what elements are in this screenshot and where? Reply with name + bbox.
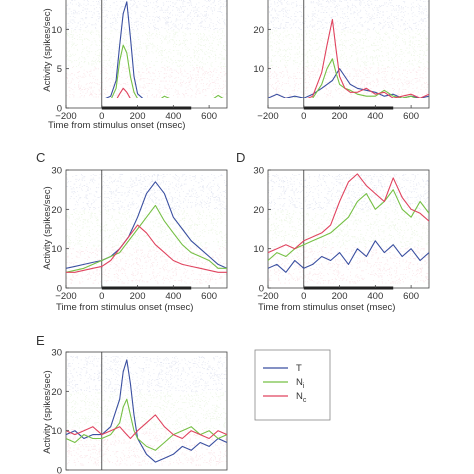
panel-2-letter: C xyxy=(36,150,45,165)
panel-2-xtick-label: −200 xyxy=(55,291,76,302)
panel-2-xlabel: Time from stimulus onset (msec) xyxy=(56,302,193,313)
panel-0-ylabel: Activity (spikes/sec) xyxy=(42,8,53,91)
panel-4-frame xyxy=(65,351,228,471)
panel-4-ylabel: Activity (spikes/sec) xyxy=(42,370,53,453)
panel-0-xtick-label: 600 xyxy=(201,111,217,122)
panel-4-series-ni xyxy=(66,398,227,451)
panel-4-letter: E xyxy=(36,333,45,348)
panel-0-series-t xyxy=(105,1,144,98)
panel-1-raster xyxy=(268,0,429,98)
legend-label-ni-main: N xyxy=(296,377,303,388)
panel-0-ytick-label: 10 xyxy=(51,25,62,36)
panel-1-xtick-label: 0 xyxy=(301,111,306,122)
panel-3-ytick-label: 30 xyxy=(253,166,264,177)
panel-2-ytick-label: 30 xyxy=(51,166,62,177)
panel-4: 0 10 20 30 Activity (spikes/sec) E xyxy=(36,333,228,474)
panel-3-xtick-label: 600 xyxy=(403,291,419,302)
panel-3-xtick-label: 0 xyxy=(301,291,306,302)
legend-label-nc: Nc xyxy=(296,391,307,404)
panel-2-ytick-label: 10 xyxy=(51,244,62,255)
legend-label-nc-sub: c xyxy=(303,397,307,404)
panel-1-series-t xyxy=(268,68,429,98)
panel-4-ytick-label: 10 xyxy=(51,426,62,437)
panel-0-xtick-label: 400 xyxy=(165,111,181,122)
panel-2-ytick-label: 0 xyxy=(57,284,62,295)
legend-label-nc-main: N xyxy=(296,391,303,402)
legend-label-ni: Ni xyxy=(296,377,305,390)
panel-1-ytick-label: 20 xyxy=(253,25,264,36)
panel-3-ytick-label: 0 xyxy=(259,284,264,295)
panel-0-ytick-label: 0 xyxy=(57,104,62,115)
panel-1-frame xyxy=(267,0,430,109)
panel-2-ytick-label: 20 xyxy=(51,205,62,216)
panel-1-xtick-label: 400 xyxy=(367,111,383,122)
panel-1-series-nc xyxy=(284,18,429,98)
panel-1-xtick-label: −200 xyxy=(257,111,278,122)
panel-3-ytick-label: 20 xyxy=(253,205,264,216)
panel-3-letter: D xyxy=(236,150,245,165)
panel-2-raster xyxy=(66,174,227,284)
panel-4-ytick-label: 20 xyxy=(51,387,62,398)
panel-2-xtick-label: 200 xyxy=(130,291,146,302)
panel-4-ytick-label: 30 xyxy=(51,348,62,359)
panel-2-series-t xyxy=(66,181,227,269)
panel-2-xtick-label: 0 xyxy=(99,291,104,302)
panel-2-series-nc xyxy=(66,224,227,273)
panel-0-xtick-label: −200 xyxy=(55,111,76,122)
panel-3-xlabel: Time from stimulus onset (msec) xyxy=(258,302,395,313)
panel-2-xtick-label: 400 xyxy=(165,291,181,302)
panel-0-xtick-label: 0 xyxy=(99,111,104,122)
panel-3-raster xyxy=(268,174,429,284)
panel-3-ytick-label: 10 xyxy=(253,244,264,255)
panel-3-xtick-label: 200 xyxy=(332,291,348,302)
panel-2-ylabel: Activity (spikes/sec) xyxy=(42,186,53,269)
panel-1: −200 0 200 400 600 10 20 xyxy=(253,0,430,122)
panel-3-series-t xyxy=(268,240,429,273)
panel-0-xlabel: Time from stimulus onset (msec) xyxy=(48,120,185,131)
panel-4-raster xyxy=(66,356,227,466)
panel-1-ytick-label: 10 xyxy=(253,64,264,75)
legend-label-ni-sub: i xyxy=(303,383,305,390)
panel-3-frame xyxy=(267,169,430,289)
legend-label-t: T xyxy=(296,363,302,374)
panel-4-series-nc xyxy=(66,414,227,440)
panel-2-frame xyxy=(65,169,228,289)
panel-3-xtick-label: 400 xyxy=(367,291,383,302)
panel-3-series-nc xyxy=(268,173,429,254)
legend: T Ni Nc xyxy=(254,349,331,421)
panel-0-ytick-label: 5 xyxy=(57,64,62,75)
panel-0-series-ni xyxy=(111,44,224,98)
panel-1-xtick-label: 200 xyxy=(332,111,348,122)
panel-4-series-t xyxy=(66,359,227,463)
legend-box xyxy=(254,349,331,421)
panel-4-ytick-label: 0 xyxy=(57,466,62,474)
panel-0-xtick-label: 200 xyxy=(130,111,146,122)
panel-0-raster xyxy=(66,0,227,98)
panel-3-xtick-label: −200 xyxy=(257,291,278,302)
panel-1-xtick-label: 600 xyxy=(403,111,419,122)
panel-2-series-ni xyxy=(66,204,227,273)
panel-2-xtick-label: 600 xyxy=(201,291,217,302)
